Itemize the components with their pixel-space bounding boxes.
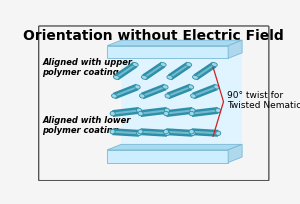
Polygon shape [107, 53, 242, 150]
Text: Aligned with lower
polymer coating: Aligned with lower polymer coating [42, 115, 130, 135]
Ellipse shape [136, 109, 142, 113]
Polygon shape [228, 145, 242, 163]
Ellipse shape [167, 76, 173, 80]
Ellipse shape [112, 94, 117, 99]
Ellipse shape [215, 109, 220, 113]
Text: Aligned with upper
polymer coating: Aligned with upper polymer coating [42, 57, 132, 76]
Ellipse shape [165, 94, 170, 99]
Ellipse shape [164, 112, 169, 116]
Ellipse shape [163, 85, 168, 90]
Polygon shape [107, 145, 242, 150]
Ellipse shape [212, 63, 217, 67]
Ellipse shape [160, 63, 166, 67]
Polygon shape [228, 41, 242, 59]
Polygon shape [107, 150, 228, 163]
FancyBboxPatch shape [39, 27, 269, 181]
Ellipse shape [190, 94, 196, 99]
Ellipse shape [164, 109, 169, 113]
Ellipse shape [216, 131, 221, 136]
Ellipse shape [110, 112, 115, 116]
Ellipse shape [164, 131, 169, 136]
Ellipse shape [110, 130, 115, 134]
Ellipse shape [186, 63, 192, 67]
Ellipse shape [190, 109, 195, 113]
Text: Orientation without Electric Field: Orientation without Electric Field [23, 28, 284, 42]
Ellipse shape [189, 112, 194, 116]
Ellipse shape [113, 76, 119, 80]
Polygon shape [107, 41, 242, 47]
Ellipse shape [188, 85, 194, 90]
Ellipse shape [138, 112, 143, 116]
Text: 90° twist for
Twisted Nematic (TN): 90° twist for Twisted Nematic (TN) [227, 90, 300, 110]
Ellipse shape [164, 130, 169, 134]
Ellipse shape [190, 131, 195, 136]
Ellipse shape [189, 130, 194, 134]
Polygon shape [107, 47, 228, 59]
Ellipse shape [214, 85, 219, 90]
Ellipse shape [193, 76, 198, 80]
Ellipse shape [140, 94, 145, 99]
Ellipse shape [132, 63, 138, 67]
Ellipse shape [135, 85, 140, 90]
Ellipse shape [138, 130, 143, 134]
Ellipse shape [136, 131, 142, 136]
Ellipse shape [141, 76, 147, 80]
